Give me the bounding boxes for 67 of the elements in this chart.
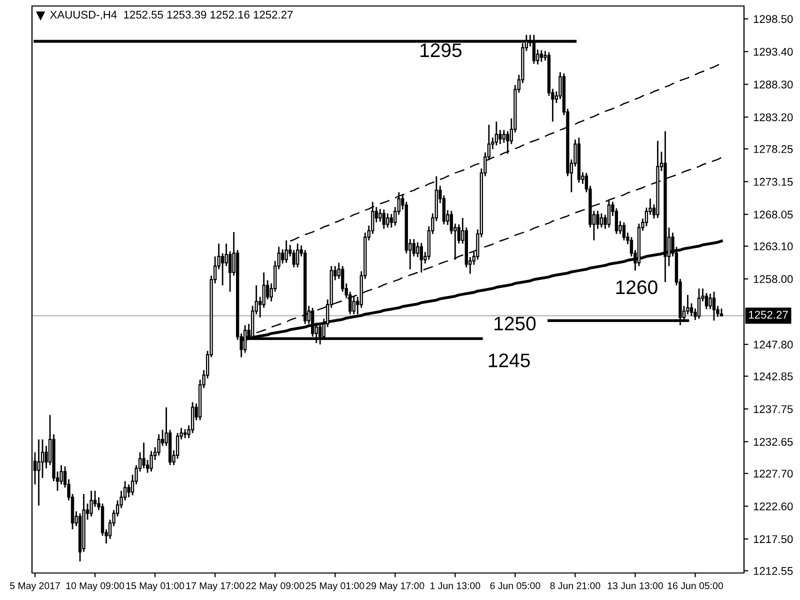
x-tick-label: 17 May 17:00 (186, 582, 244, 592)
annotation: 1250 (494, 316, 536, 330)
candlestick (220, 252, 224, 286)
y-tick-label: 1222.60 (754, 502, 793, 510)
y-tick-label: 1258.00 (754, 275, 793, 284)
x-tick-label: 16 Jun 05:00 (668, 582, 723, 590)
candlestick (378, 208, 382, 222)
x-tick-label: 10 May 09:00 (66, 582, 124, 592)
y-tick-label: 1288.30 (754, 80, 793, 88)
x-tick-label: 5 May 2017 (10, 582, 60, 592)
candlestick (416, 242, 420, 258)
y-tick-label: 1232.65 (754, 438, 793, 446)
candlestick (142, 442, 146, 470)
candlestick (352, 296, 356, 315)
candlestick (596, 210, 600, 230)
y-tick-label: 1227.70 (754, 470, 793, 478)
candlestick (150, 450, 153, 472)
candlestick (494, 120, 498, 146)
y-tick-label: 1242.85 (754, 372, 793, 380)
candlestick (284, 240, 288, 264)
annotation: 1260 (616, 280, 658, 294)
candlestick (600, 212, 604, 228)
y-tick-label: 1237.75 (754, 405, 793, 414)
x-tick-label: 13 Jun 13:00 (608, 582, 663, 590)
candlestick (127, 484, 130, 498)
candlestick (90, 490, 93, 518)
candlestick (502, 129, 506, 144)
candlestick (420, 242, 423, 274)
candlestick (622, 222, 626, 242)
chart-title: XAUUSD-,H4 1252.55 1253.39 1252.16 1252.27 (50, 10, 293, 20)
y-tick-label: 1298.50 (754, 15, 793, 23)
x-tick-label: 15 May 01:00 (126, 582, 184, 592)
y-tick-label: 1247.80 (754, 340, 793, 349)
x-tick-label: 6 Jun 05:00 (490, 582, 540, 590)
candlestick (506, 130, 510, 154)
candlestick (712, 291, 716, 322)
x-tick-label: 25 May 01:00 (306, 582, 364, 592)
annotation: 1295 (420, 43, 462, 58)
candlestick (697, 288, 701, 320)
candlestick (708, 292, 712, 310)
candlestick (704, 292, 708, 310)
y-tick-label: 1263.10 (754, 242, 793, 250)
ref-line-label: 1252.27 (749, 310, 788, 319)
y-tick-label: 1278.25 (754, 145, 793, 154)
candlestick (296, 242, 300, 268)
x-tick-label: 8 Jun 21:00 (550, 582, 600, 590)
y-tick-label: 1268.05 (754, 210, 793, 219)
candlestick (382, 208, 386, 230)
candlestick (292, 249, 296, 268)
y-tick-label: 1212.55 (754, 567, 793, 575)
candlestick (281, 248, 284, 264)
candlestick (540, 50, 544, 63)
y-tick-label: 1217.50 (754, 535, 793, 544)
x-tick-label: 29 May 17:00 (366, 582, 424, 592)
candlestick (386, 212, 390, 228)
y-tick-label: 1283.20 (754, 113, 793, 122)
y-tick-label: 1293.40 (754, 48, 793, 56)
candlestick (190, 402, 194, 434)
candlestick (157, 434, 160, 456)
candlestick (390, 213, 393, 228)
candlestick (498, 129, 502, 145)
candlestick (607, 200, 611, 228)
x-tick-label: 22 May 09:00 (246, 582, 304, 592)
annotation: 1245 (488, 354, 530, 368)
x-tick-label: 1 Jun 13:00 (430, 582, 480, 590)
y-tick-label: 1273.15 (754, 178, 793, 186)
candlestick (37, 438, 40, 506)
